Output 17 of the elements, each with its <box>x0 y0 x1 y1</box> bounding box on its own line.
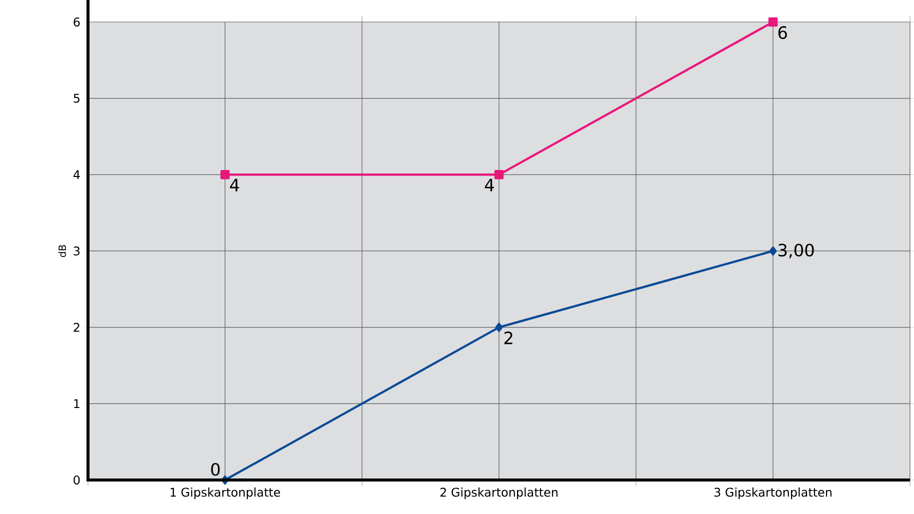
y-tick-label: 5 <box>74 94 80 103</box>
data-label: 6 <box>778 26 787 39</box>
y-tick-label: 1 <box>74 399 80 408</box>
data-label: 2 <box>504 332 512 344</box>
y-tick-label: 6 <box>74 17 80 27</box>
x-tick-label: 3 Gipskartonplatten <box>714 488 832 500</box>
x-tick-label: 2 Gipskartonplatten <box>440 488 558 500</box>
data-label: 0 <box>211 462 220 476</box>
data-label: 4 <box>484 178 494 192</box>
data-label: 4 <box>230 178 240 192</box>
y-tick-label: 0 <box>74 475 80 485</box>
x-tick-label: 1 Gipskartonplatte <box>170 488 280 500</box>
y-axis-title: dB <box>58 245 66 258</box>
y-tick-label: 3 <box>74 246 80 256</box>
y-tick-label: 4 <box>73 170 80 180</box>
y-tick-label: 2 <box>74 322 80 332</box>
data-label: 3,00 <box>778 244 814 258</box>
